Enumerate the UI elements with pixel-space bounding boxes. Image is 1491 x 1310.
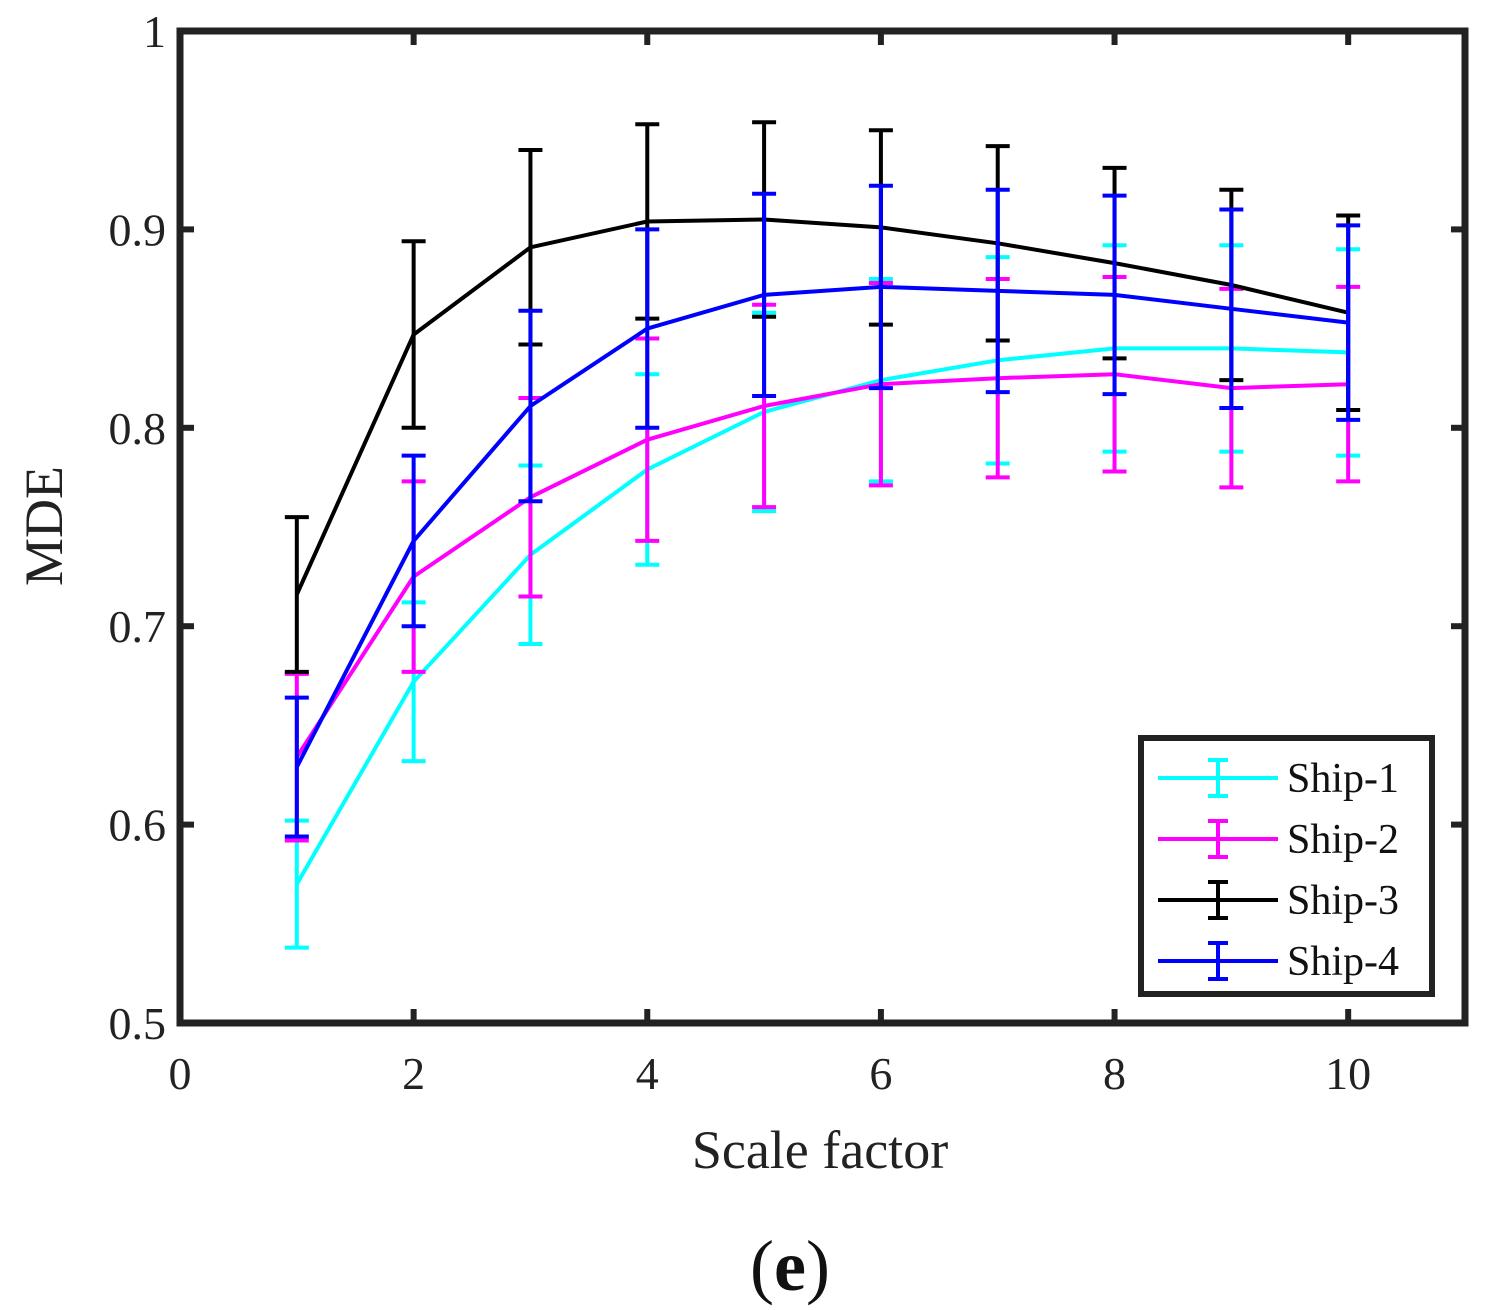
- legend-entries: Ship-1 Ship-2 Ship-3 Ship-4: [1158, 756, 1399, 985]
- series-line-ship-2: [295, 372, 1349, 759]
- legend-label: Ship-3: [1287, 878, 1399, 924]
- panel-label-letter: e: [774, 1226, 806, 1306]
- y-tick-label: 0.9: [109, 204, 167, 255]
- series-line-ship-4: [295, 284, 1349, 769]
- series-line-ship-3: [294, 217, 1349, 596]
- plot-frame: [176, 27, 1469, 1027]
- panel-label-close: ): [806, 1226, 830, 1306]
- x-tick-label: 10: [1325, 1048, 1371, 1099]
- y-tick-label: 0.5: [109, 998, 167, 1049]
- y-tick-label: 0.7: [109, 601, 167, 652]
- x-tick-label: 4: [636, 1048, 659, 1099]
- legend: Ship-1 Ship-2 Ship-3 Ship-4: [1138, 735, 1435, 997]
- legend-label: Ship-4: [1287, 939, 1399, 985]
- legend-label: Ship-2: [1287, 817, 1399, 863]
- x-axis-title: Scale factor: [692, 1120, 948, 1180]
- legend-entry-ship-3: Ship-3: [1158, 878, 1399, 924]
- series-ship-4: [284, 183, 1361, 839]
- y-tick-label: 1: [143, 6, 166, 57]
- x-tick-label: 6: [869, 1048, 892, 1099]
- y-tick-label: 0.6: [109, 800, 167, 851]
- legend-label: Ship-1: [1287, 756, 1399, 802]
- data-series: [284, 120, 1361, 950]
- legend-entry-ship-2: Ship-2: [1158, 817, 1399, 863]
- panel-label-open: (: [750, 1226, 774, 1306]
- legend-entry-ship-1: Ship-1: [1158, 756, 1399, 802]
- tick-labels: 0 2 4 6 8 10 0.5 0.6 0.7 0.8 0.9 1: [109, 6, 1372, 1099]
- y-tick-label: 0.8: [109, 403, 167, 454]
- legend-entry-ship-4: Ship-4: [1158, 939, 1399, 985]
- x-tick-label: 0: [169, 1048, 192, 1099]
- legend-box: [1138, 735, 1435, 997]
- panel-label: (e): [750, 1226, 830, 1306]
- y-axis-title: MDE: [14, 466, 74, 586]
- x-tick-label: 8: [1103, 1048, 1126, 1099]
- x-tick-label: 2: [402, 1048, 425, 1099]
